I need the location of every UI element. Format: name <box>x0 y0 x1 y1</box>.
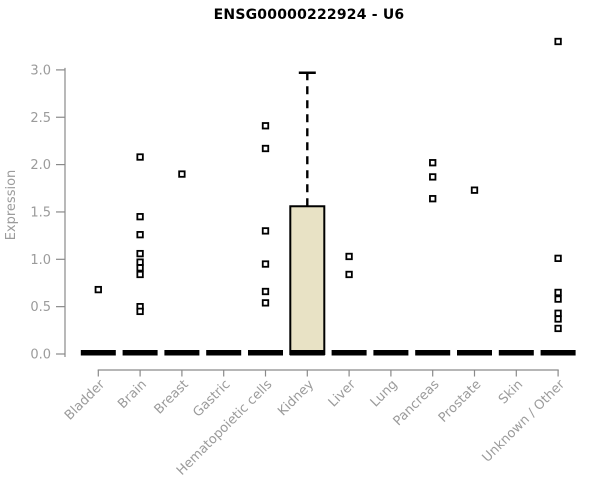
outlier-point-hematopoietic-cells <box>261 122 270 130</box>
chart-title: ENSG00000222924 - U6 <box>213 7 405 23</box>
outlier-point-brain <box>136 249 144 258</box>
x-tick-label-bladder: Bladder <box>62 377 109 424</box>
median-lung <box>373 350 409 356</box>
outlier-point-unknown-other <box>554 315 562 323</box>
outlier-point-pancreas <box>429 173 437 181</box>
outlier-point-brain <box>136 231 144 239</box>
median-skin <box>498 350 534 356</box>
x-tick-label-prostate: Prostate <box>436 377 484 425</box>
outlier-point-brain <box>136 258 144 266</box>
outlier-point-pancreas <box>429 159 437 167</box>
median-breast <box>164 350 200 356</box>
y-axis-title: Expression <box>4 170 19 241</box>
x-tick-label-liver: Liver <box>326 377 360 411</box>
median-pancreas <box>415 350 451 356</box>
y-tick-label: 2.0 <box>30 158 51 173</box>
outlier-point-hematopoietic-cells <box>261 287 270 296</box>
outlier-point-unknown-other <box>554 309 562 317</box>
median-kidney <box>289 350 325 356</box>
median-prostate <box>457 350 492 356</box>
outlier-point-brain <box>136 307 144 316</box>
outlier-point-bladder <box>94 285 102 294</box>
outlier-point-breast <box>178 170 186 178</box>
x-tick-label-pancreas: Pancreas <box>391 377 443 429</box>
x-tick-label-lung: Lung <box>368 377 401 410</box>
median-gastric <box>206 350 242 356</box>
outlier-point-pancreas <box>429 195 437 203</box>
outlier-point-unknown-other <box>554 288 562 297</box>
outlier-point-liver <box>345 270 353 279</box>
outlier-point-brain <box>136 270 144 279</box>
x-tick-label-unknown-other: Unknown / Other <box>480 377 569 466</box>
median-unknown-other <box>540 350 576 356</box>
x-tick-label-skin: Skin <box>496 377 526 407</box>
outlier-point-unknown-other <box>554 324 562 333</box>
outlier-point-hematopoietic-cells <box>261 227 270 235</box>
median-brain <box>122 350 158 356</box>
outlier-point-hematopoietic-cells <box>261 299 270 307</box>
outlier-point-brain <box>136 213 144 221</box>
outlier-point-liver <box>345 252 353 261</box>
outlier-point-brain <box>136 264 144 272</box>
median-bladder <box>80 350 116 356</box>
outlier-point-unknown-other <box>554 295 562 303</box>
x-tick-label-breast: Breast <box>152 377 192 417</box>
outlier-point-prostate <box>470 186 479 194</box>
y-tick-label: 0.0 <box>30 348 51 363</box>
outlier-point-hematopoietic-cells <box>261 144 270 153</box>
y-tick-label: 1.0 <box>30 253 51 268</box>
y-tick-label: 1.5 <box>30 205 51 220</box>
y-tick-label: 3.0 <box>30 63 51 78</box>
x-tick-label-kidney: Kidney <box>275 377 317 419</box>
outlier-point-unknown-other <box>554 37 562 46</box>
box-kidney <box>289 205 326 355</box>
outlier-point-hematopoietic-cells <box>261 260 270 268</box>
y-tick-label: 0.5 <box>30 300 51 315</box>
y-tick-label: 2.5 <box>30 111 51 126</box>
outlier-point-brain <box>136 153 144 161</box>
x-tick-label-brain: Brain <box>115 377 150 412</box>
median-hematopoietic-cells <box>248 350 283 356</box>
outlier-point-unknown-other <box>554 254 562 263</box>
median-liver <box>331 350 367 356</box>
